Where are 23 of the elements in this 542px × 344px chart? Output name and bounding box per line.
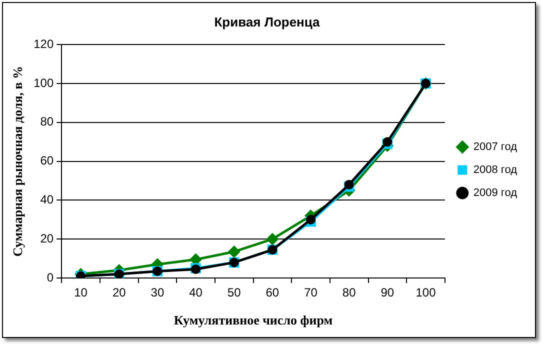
y-tick-label: 60: [40, 154, 54, 168]
x-tick-label: 20: [112, 286, 126, 300]
x-tick-label: 30: [150, 286, 164, 300]
legend-label: 2009 год: [473, 187, 518, 200]
x-tick-label: 50: [227, 286, 242, 300]
legend-label: 2007 год: [473, 141, 518, 154]
x-tick-label: 10: [74, 286, 88, 300]
y-tick-label: 100: [34, 76, 54, 90]
x-tick-label: 60: [266, 286, 280, 300]
y-tick-label: 40: [40, 192, 54, 207]
x-tick-label: 40: [189, 286, 203, 300]
y-tick-label: 0: [46, 270, 54, 284]
x-tick-label: 100: [416, 286, 436, 300]
legend-label: 2008 год: [473, 164, 518, 176]
y-tick-label: 120: [34, 36, 54, 51]
x-tick-label: 70: [304, 286, 318, 300]
y-tick-label: 20: [40, 231, 54, 246]
chart-title: Кривая Лоренца: [214, 14, 321, 30]
y-axis-title: Суммарная рыночная доля, в %: [10, 66, 26, 257]
x-tick-label: 80: [342, 286, 356, 300]
x-tick-label: 90: [380, 286, 394, 300]
y-tick-label: 80: [40, 114, 54, 129]
x-axis-title: Кумулятивное число фирм: [174, 312, 333, 328]
